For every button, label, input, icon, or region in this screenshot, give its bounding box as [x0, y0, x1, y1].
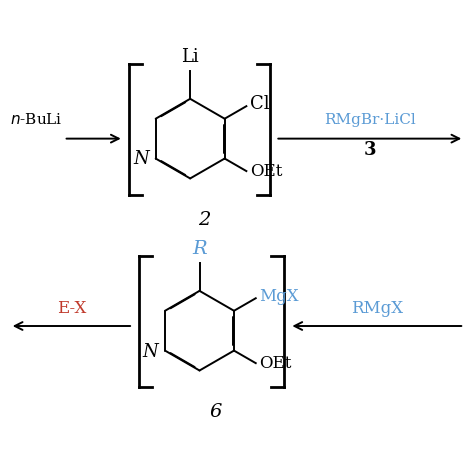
Text: RMgX: RMgX	[351, 300, 403, 317]
Text: Cl: Cl	[250, 95, 270, 113]
Text: OEt: OEt	[250, 163, 283, 180]
Text: MgX: MgX	[259, 288, 299, 305]
Text: N: N	[133, 150, 149, 168]
Text: 3: 3	[364, 141, 376, 159]
Text: $n$-BuLi: $n$-BuLi	[10, 112, 62, 127]
Text: 2: 2	[198, 211, 210, 229]
Text: N: N	[142, 343, 158, 361]
Text: E-X: E-X	[57, 300, 86, 317]
Text: Li: Li	[181, 48, 199, 66]
Text: 6: 6	[210, 403, 222, 421]
Text: OEt: OEt	[259, 355, 292, 372]
Text: RMgBr·LiCl: RMgBr·LiCl	[324, 113, 416, 127]
Text: R: R	[192, 240, 207, 258]
